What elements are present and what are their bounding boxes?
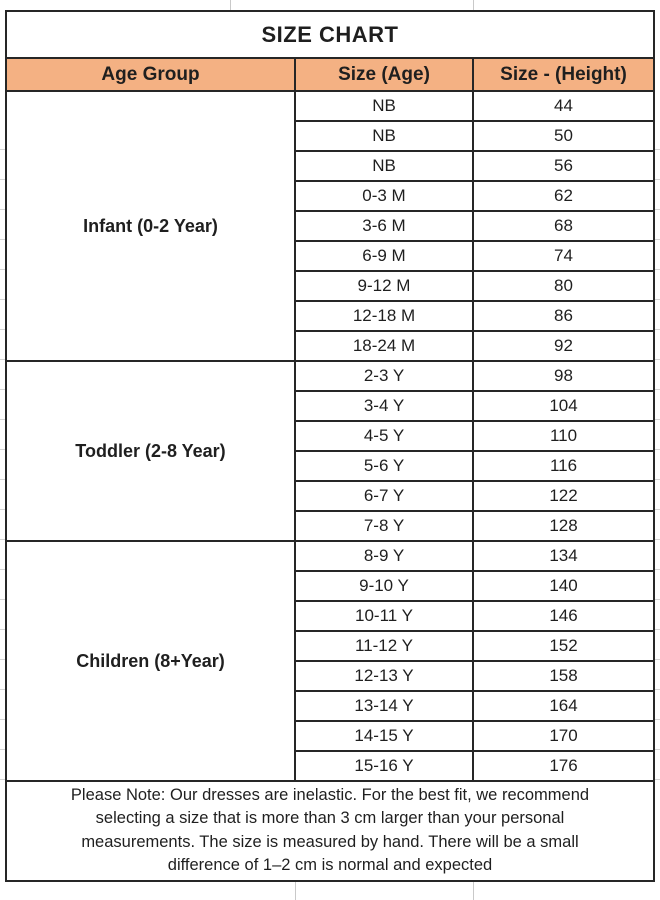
age-group-cell: Children (8+Year) [5, 540, 296, 782]
table-row: 5-6 Y 116 [6, 450, 655, 482]
table-row: 6-9 M 74 [6, 240, 655, 272]
size-age-cell: 2-3 Y [294, 360, 474, 392]
table-row: 4-5 Y 110 [6, 420, 655, 452]
height-cell: 98 [472, 360, 655, 392]
table-row: 12-18 M 86 [6, 300, 655, 332]
table-row: 3-6 M 68 [6, 210, 655, 242]
height-cell: 146 [472, 600, 655, 632]
column-header-size-age: Size (Age) [294, 57, 474, 92]
table-row: 6-7 Y 122 [6, 480, 655, 512]
note-row: Please Note: Our dresses are inelastic. … [5, 780, 655, 882]
size-age-cell: 11-12 Y [294, 630, 474, 662]
height-cell: 110 [472, 420, 655, 452]
table-row: 13-14 Y 164 [6, 690, 655, 722]
height-cell: 116 [472, 450, 655, 482]
size-age-cell: 4-5 Y [294, 420, 474, 452]
title-row: SIZE CHART [5, 10, 655, 59]
size-age-cell: 9-12 M [294, 270, 474, 302]
size-age-cell: 0-3 M [294, 180, 474, 212]
height-cell: 104 [472, 390, 655, 422]
age-group-cell: Toddler (2-8 Year) [5, 360, 296, 542]
size-age-cell: 6-7 Y [294, 480, 474, 512]
size-age-cell: 7-8 Y [294, 510, 474, 542]
column-header-age-group: Age Group [5, 57, 296, 92]
height-cell: 122 [472, 480, 655, 512]
size-age-cell: 18-24 M [294, 330, 474, 362]
table-row: Children (8+Year) 8-9 Y 134 [5, 540, 655, 782]
height-cell: 128 [472, 510, 655, 542]
table-row: 9-10 Y 140 [6, 570, 655, 602]
size-age-cell: NB [294, 90, 474, 122]
height-cell: 158 [472, 660, 655, 692]
table-row: 14-15 Y 170 [6, 720, 655, 752]
size-age-cell: 13-14 Y [294, 690, 474, 722]
height-cell: 170 [472, 720, 655, 752]
header-row: Age Group Size (Age) Size - (Height) [5, 57, 655, 92]
height-cell: 152 [472, 630, 655, 662]
size-chart-table: SIZE CHART Age Group Size (Age) Size - (… [5, 10, 655, 882]
note-text: Please Note: Our dresses are inelastic. … [5, 780, 655, 882]
size-age-cell: 12-18 M [294, 300, 474, 332]
table-row: 3-4 Y 104 [6, 390, 655, 422]
size-age-cell: 9-10 Y [294, 570, 474, 602]
table-row: 18-24 M 92 [6, 330, 655, 362]
height-cell: 134 [472, 540, 655, 572]
height-cell: 62 [472, 180, 655, 212]
height-cell: 92 [472, 330, 655, 362]
table-row: 0-3 M 62 [6, 180, 655, 212]
size-age-cell: 8-9 Y [294, 540, 474, 572]
height-cell: 44 [472, 90, 655, 122]
height-cell: 176 [472, 750, 655, 782]
size-age-cell: 15-16 Y [294, 750, 474, 782]
height-cell: 164 [472, 690, 655, 722]
height-cell: 80 [472, 270, 655, 302]
table-row: NB 56 [6, 150, 655, 182]
table-row: 7-8 Y 128 [6, 510, 655, 542]
size-age-cell: 6-9 M [294, 240, 474, 272]
height-cell: 68 [472, 210, 655, 242]
gridline-artifact-bottom [473, 882, 474, 900]
height-cell: 140 [472, 570, 655, 602]
size-age-cell: 12-13 Y [294, 660, 474, 692]
size-age-cell: 3-4 Y [294, 390, 474, 422]
table-row: Infant (0-2 Year) NB 44 [5, 90, 655, 362]
size-age-cell: 10-11 Y [294, 600, 474, 632]
size-age-cell: 14-15 Y [294, 720, 474, 752]
gridline-artifact-top [473, 0, 474, 10]
size-age-cell: 3-6 M [294, 210, 474, 242]
table-row: 12-13 Y 158 [6, 660, 655, 692]
table-row: 10-11 Y 146 [6, 600, 655, 632]
height-cell: 56 [472, 150, 655, 182]
age-group-cell: Infant (0-2 Year) [5, 90, 296, 362]
table-row: 11-12 Y 152 [6, 630, 655, 662]
table-row: NB 50 [6, 120, 655, 152]
chart-title: SIZE CHART [5, 10, 655, 59]
size-age-cell: NB [294, 120, 474, 152]
column-header-size-height: Size - (Height) [472, 57, 655, 92]
table-row: Toddler (2-8 Year) 2-3 Y 98 [5, 360, 655, 542]
table-row: 15-16 Y 176 [6, 750, 655, 782]
size-age-cell: NB [294, 150, 474, 182]
height-cell: 86 [472, 300, 655, 332]
gridline-artifact-top [230, 0, 231, 10]
size-age-cell: 5-6 Y [294, 450, 474, 482]
height-cell: 74 [472, 240, 655, 272]
table-row: 9-12 M 80 [6, 270, 655, 302]
gridline-artifact-bottom [295, 882, 296, 900]
height-cell: 50 [472, 120, 655, 152]
